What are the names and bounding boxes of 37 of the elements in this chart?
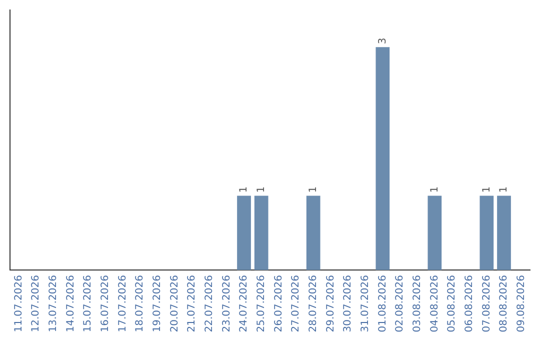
x-tick-label: 05.08.2026 bbox=[446, 275, 458, 332]
x-tick-label: 24.07.2026 bbox=[238, 275, 250, 332]
data-label: 1 bbox=[238, 186, 250, 193]
x-tick-label: 25.07.2026 bbox=[256, 275, 267, 332]
data-label: 1 bbox=[429, 186, 440, 193]
x-tick-label: 17.07.2026 bbox=[117, 275, 128, 332]
data-label: 1 bbox=[498, 186, 510, 193]
x-tick-label: 18.07.2026 bbox=[134, 275, 146, 332]
x-tick-label: 15.07.2026 bbox=[82, 275, 94, 332]
x-tick-label: 28.07.2026 bbox=[308, 275, 319, 332]
x-tick-label: 23.07.2026 bbox=[221, 275, 232, 332]
x-tick-label: 09.08.2026 bbox=[516, 275, 527, 332]
x-tick-label: 21.07.2026 bbox=[186, 275, 198, 332]
x-tick-label: 08.08.2026 bbox=[498, 275, 510, 332]
x-tick-label: 11.07.2026 bbox=[13, 275, 24, 332]
x-tick-label: 12.07.2026 bbox=[30, 275, 42, 332]
data-label: 3 bbox=[377, 38, 388, 44]
x-tick-label: 26.07.2026 bbox=[273, 275, 284, 332]
x-tick-label: 30.07.2026 bbox=[342, 275, 354, 332]
x-tick-label: 31.07.2026 bbox=[360, 275, 371, 332]
x-tick-label: 20.07.2026 bbox=[169, 275, 180, 332]
x-tick-label: 14.07.2026 bbox=[65, 275, 76, 332]
data-label: 1 bbox=[481, 186, 492, 193]
x-tick-label: 01.08.2026 bbox=[377, 275, 388, 332]
x-tick-label: 07.08.2026 bbox=[481, 275, 492, 332]
x-tick-label: 19.07.2026 bbox=[152, 275, 163, 332]
data-label: 1 bbox=[256, 186, 267, 193]
x-tick-label: 22.07.2026 bbox=[204, 275, 215, 332]
x-tick-label: 03.08.2026 bbox=[412, 275, 423, 332]
x-tick-label: 04.08.2026 bbox=[429, 275, 440, 332]
data-label: 1 bbox=[308, 186, 319, 193]
x-tick-label: 27.07.2026 bbox=[290, 275, 302, 332]
x-tick-label: 02.08.2026 bbox=[394, 275, 406, 332]
x-tick-label: 13.07.2026 bbox=[48, 275, 59, 332]
x-tick-label: 29.07.2026 bbox=[325, 275, 336, 332]
x-tick-label: 06.08.2026 bbox=[464, 275, 475, 332]
x-tick-label: 16.07.2026 bbox=[100, 275, 111, 332]
